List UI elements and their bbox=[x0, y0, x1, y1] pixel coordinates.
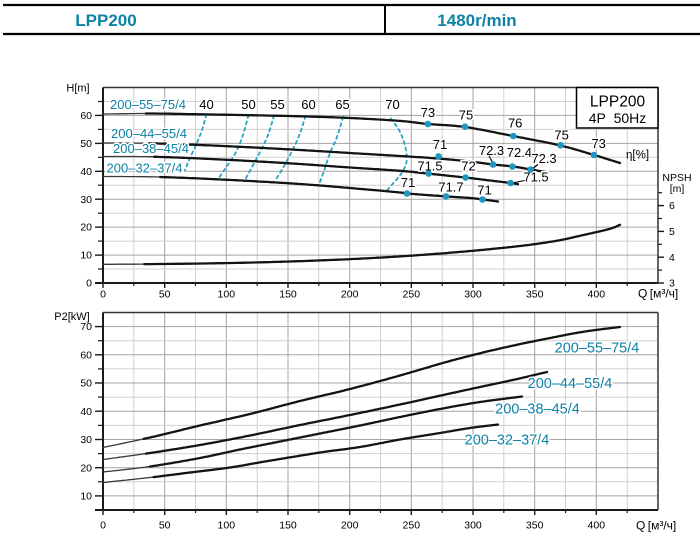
svg-text:100: 100 bbox=[218, 520, 236, 532]
svg-text:0: 0 bbox=[86, 278, 92, 290]
svg-text:72.4: 72.4 bbox=[507, 145, 532, 160]
svg-text:10: 10 bbox=[80, 491, 92, 503]
svg-text:71: 71 bbox=[401, 175, 415, 190]
svg-text:30: 30 bbox=[80, 194, 92, 206]
svg-text:200–32–37/4: 200–32–37/4 bbox=[107, 161, 183, 176]
svg-text:50: 50 bbox=[159, 289, 171, 301]
svg-text:71.5: 71.5 bbox=[523, 170, 548, 185]
svg-text:70: 70 bbox=[385, 97, 399, 112]
svg-text:60: 60 bbox=[80, 349, 92, 361]
svg-text:72: 72 bbox=[461, 159, 475, 174]
svg-text:150: 150 bbox=[279, 289, 297, 301]
svg-text:[m]: [m] bbox=[670, 183, 685, 195]
svg-text:20: 20 bbox=[80, 462, 92, 474]
svg-text:20: 20 bbox=[80, 222, 92, 234]
svg-text:200–44–55/4: 200–44–55/4 bbox=[528, 376, 613, 392]
svg-text:200–55–75/4: 200–55–75/4 bbox=[555, 341, 640, 357]
svg-text:5: 5 bbox=[669, 226, 675, 238]
svg-text:50: 50 bbox=[241, 97, 255, 112]
svg-text:76: 76 bbox=[508, 115, 522, 130]
svg-text:200–38–45/4: 200–38–45/4 bbox=[495, 402, 580, 418]
svg-text:50: 50 bbox=[80, 138, 92, 150]
svg-text:71.7: 71.7 bbox=[438, 179, 463, 194]
svg-text:200–55–75/4: 200–55–75/4 bbox=[110, 97, 186, 112]
svg-text:4P 50Hz: 4P 50Hz bbox=[589, 110, 647, 126]
svg-text:40: 40 bbox=[80, 406, 92, 418]
svg-text:50: 50 bbox=[80, 378, 92, 390]
svg-text:75: 75 bbox=[459, 108, 473, 123]
svg-text:72.3: 72.3 bbox=[479, 143, 504, 158]
svg-text:350: 350 bbox=[526, 289, 544, 301]
svg-text:70: 70 bbox=[80, 321, 92, 333]
svg-text:60: 60 bbox=[80, 110, 92, 122]
svg-text:71: 71 bbox=[433, 137, 447, 152]
svg-text:71.5: 71.5 bbox=[417, 159, 442, 174]
svg-text:200: 200 bbox=[341, 520, 359, 532]
svg-text:0: 0 bbox=[100, 289, 106, 301]
svg-text:200: 200 bbox=[341, 289, 359, 301]
svg-text:P2[kW]: P2[kW] bbox=[54, 311, 89, 323]
svg-text:75: 75 bbox=[554, 127, 568, 142]
svg-text:250: 250 bbox=[403, 289, 421, 301]
svg-text:60: 60 bbox=[301, 97, 315, 112]
svg-text:400: 400 bbox=[588, 520, 606, 532]
svg-text:65: 65 bbox=[335, 97, 349, 112]
svg-text:LPP200: LPP200 bbox=[75, 11, 136, 30]
svg-text:4: 4 bbox=[669, 252, 675, 264]
svg-text:H[m]: H[m] bbox=[66, 83, 89, 95]
svg-text:40: 40 bbox=[80, 166, 92, 178]
svg-text:55: 55 bbox=[270, 97, 284, 112]
svg-text:0: 0 bbox=[100, 520, 106, 532]
svg-text:73: 73 bbox=[421, 105, 435, 120]
svg-text:73: 73 bbox=[591, 136, 605, 151]
svg-text:Q [м³/ч]: Q [м³/ч] bbox=[638, 287, 678, 301]
svg-text:10: 10 bbox=[80, 250, 92, 262]
svg-text:250: 250 bbox=[403, 520, 421, 532]
svg-text:3: 3 bbox=[669, 278, 675, 290]
svg-text:200–38–45/4: 200–38–45/4 bbox=[113, 141, 189, 156]
svg-text:Q [м³/ч]: Q [м³/ч] bbox=[636, 519, 676, 533]
svg-text:72.3: 72.3 bbox=[531, 151, 556, 166]
svg-text:LPP200: LPP200 bbox=[590, 94, 646, 111]
svg-text:400: 400 bbox=[588, 289, 606, 301]
svg-text:300: 300 bbox=[464, 289, 482, 301]
svg-text:η[%]: η[%] bbox=[626, 150, 649, 162]
svg-text:350: 350 bbox=[526, 520, 544, 532]
svg-text:30: 30 bbox=[80, 434, 92, 446]
svg-text:300: 300 bbox=[464, 520, 482, 532]
svg-text:100: 100 bbox=[218, 289, 236, 301]
svg-text:1480r/min: 1480r/min bbox=[437, 11, 516, 30]
svg-text:150: 150 bbox=[279, 520, 297, 532]
svg-text:200–44–55/4: 200–44–55/4 bbox=[111, 126, 187, 141]
svg-text:6: 6 bbox=[669, 200, 675, 212]
svg-text:NPSH: NPSH bbox=[662, 172, 691, 184]
svg-text:200–32–37/4: 200–32–37/4 bbox=[465, 433, 550, 449]
svg-text:50: 50 bbox=[159, 520, 171, 532]
svg-text:40: 40 bbox=[199, 97, 213, 112]
svg-text:71: 71 bbox=[477, 183, 491, 198]
